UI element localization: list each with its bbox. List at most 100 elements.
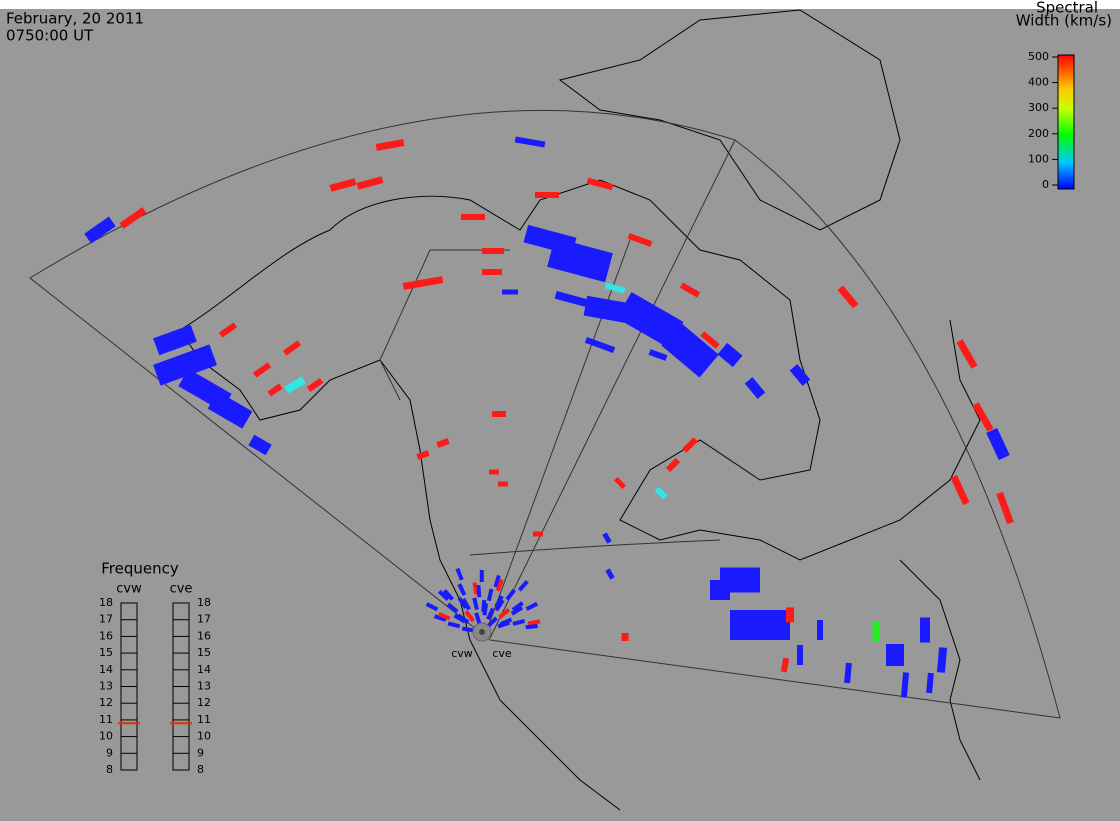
radar-cell [489, 469, 499, 475]
radar-cell [926, 672, 934, 694]
radar-cell [613, 476, 627, 490]
radar-cell [972, 402, 994, 432]
radar-cell [218, 322, 238, 338]
radar-cell [433, 614, 447, 622]
colorbar-tick-label: 0 [1042, 178, 1049, 191]
radar-cell [486, 607, 495, 621]
radar-cell [661, 322, 719, 378]
radar-cell [153, 324, 197, 356]
frequency-tick-label: 9 [106, 746, 113, 759]
radar-cell [497, 620, 511, 629]
radar-cell [402, 276, 444, 290]
radar-label: cvw [451, 647, 473, 660]
radar-cell [498, 481, 508, 487]
radar-cell [375, 139, 405, 151]
frequency-tick-label: 12 [99, 696, 113, 709]
radar-cell [996, 491, 1014, 525]
radar-cell [604, 282, 626, 294]
radar-fov [29, 109, 1061, 719]
radar-cell [457, 613, 470, 624]
radar-cell [700, 331, 720, 349]
radar-cell [479, 569, 484, 583]
radar-site-dot [479, 629, 485, 635]
colorbar-title: Width (km/s) [1016, 12, 1112, 30]
radar-cell [986, 427, 1010, 461]
frequency-tick-label: 8 [106, 763, 113, 776]
radar-cell [525, 601, 539, 611]
radar-cell [535, 192, 559, 198]
frequency-tick-label: 17 [197, 613, 211, 626]
radar-cell [455, 567, 464, 581]
radar-cell [457, 583, 467, 596]
radar-cell [547, 237, 613, 283]
radar-cell [602, 532, 612, 544]
frequency-tick-label: 18 [99, 596, 113, 609]
radar-cell [248, 434, 272, 456]
radar-cell [817, 620, 823, 640]
radar-cell [527, 619, 541, 626]
radar-cell [648, 349, 668, 361]
radar-cell [425, 602, 439, 612]
radar-cell [493, 574, 501, 588]
radar-cell [730, 610, 790, 640]
radar-cell [710, 580, 730, 600]
radar-cell [482, 603, 489, 616]
radar-cell [510, 605, 524, 616]
radar-cell [844, 662, 852, 684]
radar-cell [682, 437, 698, 453]
radar-cell [267, 383, 283, 397]
radar-cell [956, 339, 978, 369]
radar-cell [494, 599, 505, 612]
radar-cell [437, 612, 451, 621]
frequency-title: Frequency [101, 560, 179, 578]
frequency-tick-label: 11 [99, 713, 113, 726]
radar-cell [621, 633, 629, 641]
radar-cell [950, 474, 970, 506]
frequency-tick-label: 10 [99, 730, 113, 743]
colorbar-tick-label: 300 [1028, 101, 1049, 114]
radar-cell [416, 450, 430, 460]
radar-cell [789, 364, 811, 386]
radar-cell [744, 377, 766, 399]
radar-cell [306, 377, 324, 393]
radar-cell [627, 233, 653, 247]
radar-cell [207, 391, 253, 429]
radar-cell [616, 292, 684, 348]
radar-cell [837, 285, 859, 309]
frequency-tick-label: 16 [197, 629, 211, 642]
radar-cell [554, 290, 596, 310]
radar-cell [665, 457, 681, 473]
radar-cell [464, 610, 475, 623]
radar-cell [284, 376, 306, 394]
radar-cell [533, 531, 543, 537]
radar-cell [514, 136, 546, 148]
colorbar [1057, 54, 1075, 190]
radar-cell [84, 216, 116, 244]
radar-cell [486, 588, 494, 602]
radar-cell [920, 617, 930, 643]
radar-cell [679, 282, 701, 298]
radar-cell [492, 411, 506, 417]
frequency-tick-label: 12 [197, 696, 211, 709]
radar-cell [437, 589, 450, 602]
radar-cell [498, 608, 511, 619]
radar-cell [525, 623, 538, 630]
radar-cell [654, 486, 668, 500]
radar-cell [517, 579, 529, 592]
radar-cell [584, 337, 616, 353]
frequency-tick-label: 18 [197, 596, 211, 609]
colorbar-title: Spectral [1036, 0, 1098, 17]
frequency-tick-label: 17 [99, 613, 113, 626]
radar-cell [447, 621, 461, 629]
frequency-radar-label: cve [170, 582, 193, 597]
radar-cell [482, 269, 502, 275]
radar-cell [494, 595, 504, 608]
radar-cell [446, 602, 459, 614]
radar-cell [900, 672, 910, 698]
radar-cell [502, 289, 518, 295]
frequency-radar-label: cvw [116, 582, 142, 597]
radar-cell [495, 578, 504, 592]
frequency-tick-label: 14 [197, 663, 211, 676]
frequency-tick-label: 10 [197, 730, 211, 743]
